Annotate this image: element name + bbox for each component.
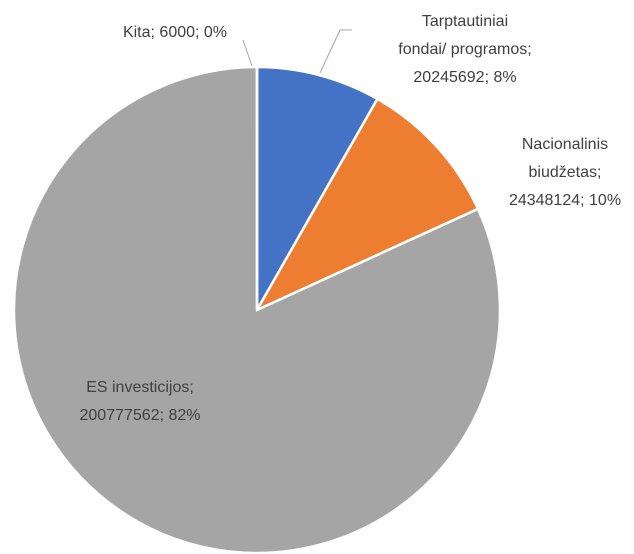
pie-slice [255,65,380,315]
pie-slice [253,97,480,313]
leader-line [242,39,253,67]
data-label: 24348124; 10% [509,192,621,209]
data-label: ES investicijos; [86,379,194,396]
data-label: 20245692; 8% [413,69,516,86]
leader-line [319,29,352,74]
data-label: Kita; 6000; 0% [123,24,227,41]
pie-slice [12,65,502,554]
data-label: biudžetas; [529,164,602,181]
data-label: Nacionalinis [522,136,608,153]
data-label: fondai/ programos; [398,41,531,58]
data-label: 200777562; 82% [80,407,201,424]
data-label: Tarptautiniai [422,13,508,30]
